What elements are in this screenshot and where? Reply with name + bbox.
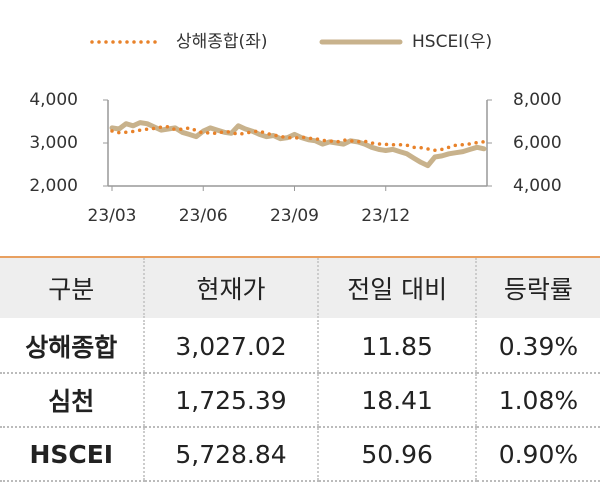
- legend-label: HSCEI(우): [412, 32, 492, 52]
- table-cell: 50.96: [317, 427, 476, 482]
- table-cell: 5,728.84: [142, 427, 319, 482]
- y2-tick-label: 8,000: [513, 90, 562, 110]
- y2-tick-label: 4,000: [513, 176, 562, 196]
- table-row: HSCEI 5,728.84 50.96 0.90%: [0, 427, 600, 482]
- table-cell: 1.08%: [474, 373, 600, 428]
- y-tick-label: 3,000: [29, 133, 78, 153]
- table-cell: 11.85: [317, 319, 476, 374]
- x-tick-label: 23/03: [88, 206, 137, 226]
- header-cell: 구분: [0, 256, 144, 320]
- header-cell: 전일 대비: [317, 256, 476, 320]
- series-line: [109, 120, 487, 169]
- table-cell: HSCEI: [0, 427, 144, 482]
- chart: 2,000 3,000 4,000 4,000 6,000 8,000 23/03 23/06…: [29, 32, 562, 226]
- x-tick-label: 23/12: [361, 206, 410, 226]
- series-line: [110, 124, 486, 153]
- x-tick-label: 23/09: [270, 206, 319, 226]
- quote-table: 구분 현재가 전일 대비 등락률 상해종합 3,027.02 11.85 0.39% 심천 1,…: [0, 256, 600, 482]
- table-cell: 심천: [0, 373, 144, 428]
- table-cell: 0.90%: [474, 427, 600, 482]
- table-header: 구분 현재가 전일 대비 등락률: [0, 256, 600, 320]
- table-cell: 3,027.02: [142, 319, 319, 374]
- y-tick-label: 4,000: [29, 90, 78, 110]
- table-cell: 상해종합: [0, 319, 144, 374]
- table-cell: 0.39%: [474, 319, 600, 374]
- header-cell: 등락률: [474, 256, 600, 320]
- table-cell: 1,725.39: [142, 373, 319, 428]
- x-tick-label: 23/06: [179, 206, 228, 226]
- y-tick-label: 2,000: [29, 176, 78, 196]
- table-cell: 18.41: [317, 373, 476, 428]
- header-cell: 현재가: [142, 256, 319, 320]
- y2-tick-label: 6,000: [513, 133, 562, 153]
- legend-label: 상해종합(좌): [176, 32, 267, 52]
- table-row: 심천 1,725.39 18.41 1.08%: [0, 373, 600, 428]
- table-row: 상해종합 3,027.02 11.85 0.39%: [0, 319, 600, 374]
